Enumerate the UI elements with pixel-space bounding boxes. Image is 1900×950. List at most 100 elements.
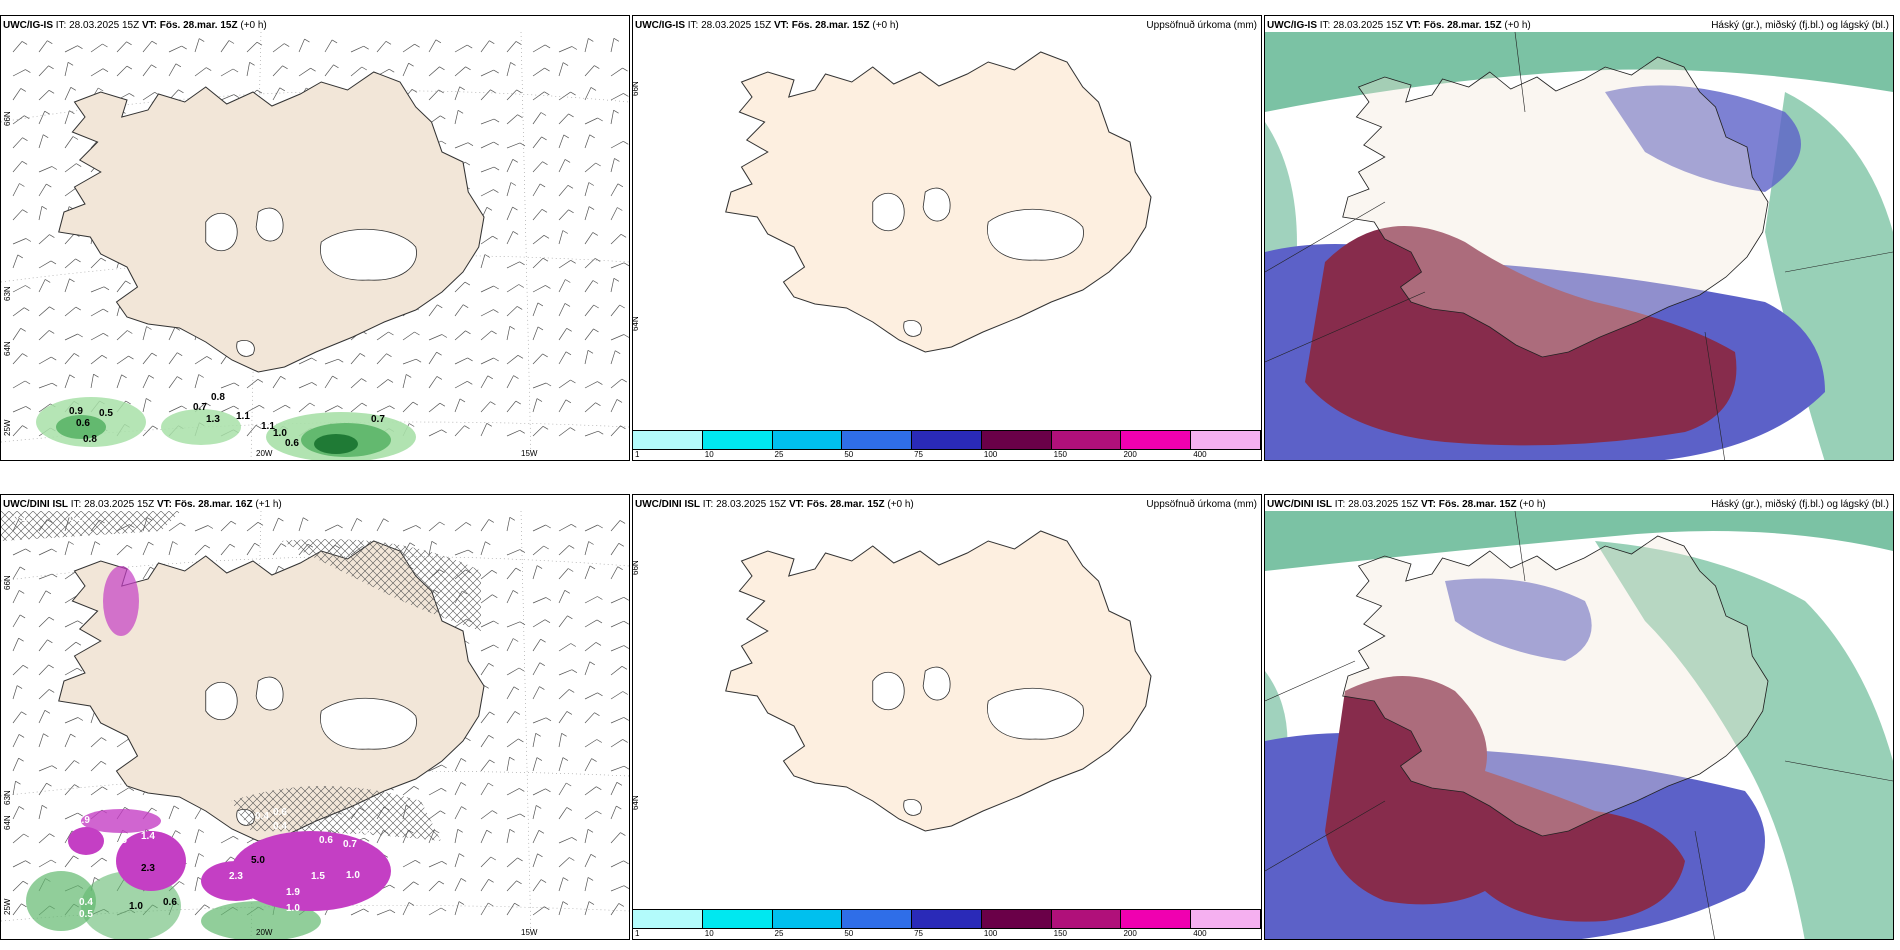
wind-barb-flag	[616, 781, 623, 786]
wind-barb-flag	[337, 524, 343, 529]
wind-barb-flag	[44, 709, 51, 714]
colorbar-swatch	[912, 910, 982, 928]
wind-barb-flag	[596, 786, 602, 791]
wind-barb	[532, 426, 544, 437]
it-label: IT:	[1319, 20, 1331, 31]
wind-barb	[194, 525, 209, 532]
wind-barb-flag	[564, 159, 571, 163]
wind-barb	[12, 307, 25, 317]
wind-barb-flag	[278, 517, 284, 522]
precip-value: 0.8	[211, 392, 225, 403]
wind-barb-flag	[588, 541, 594, 545]
map-canvas	[1, 511, 629, 939]
wind-barb	[298, 357, 312, 365]
model-name: UWC/DINI ISL	[635, 499, 700, 510]
wind-barb	[246, 522, 259, 532]
precip-value: 0.7	[193, 402, 207, 413]
it-label: IT:	[70, 499, 82, 510]
colorbar-swatch	[1121, 910, 1192, 928]
precip-value: 0.1	[13, 513, 27, 524]
wind-barb	[558, 807, 568, 820]
wind-barb	[480, 309, 494, 317]
wind-barb-flag	[19, 566, 26, 571]
wind-barb-flag	[198, 829, 204, 833]
wind-barb	[558, 643, 571, 652]
wind-barb-flag	[544, 91, 550, 96]
colorbar-tick-label: 200	[1123, 450, 1137, 459]
wind-barb-flag	[519, 429, 525, 434]
it-value: 28.03.2025 15Z	[716, 499, 787, 510]
wind-barb	[168, 405, 182, 413]
wind-barb	[480, 118, 495, 125]
wind-barb-flag	[493, 620, 499, 625]
wind-barb	[64, 667, 78, 676]
wind-barb	[480, 189, 494, 197]
wind-barb	[12, 833, 24, 844]
wind-barb-flag	[18, 734, 25, 738]
wind-barb	[610, 234, 622, 245]
wind-barb	[194, 38, 200, 53]
wind-barb-flag	[18, 637, 24, 642]
wind-barb	[584, 619, 598, 628]
wind-barb	[90, 68, 104, 77]
wind-barb-flag	[24, 115, 30, 120]
wind-barb-flag	[125, 280, 131, 285]
wind-barb	[506, 261, 520, 269]
wind-barb-flag	[25, 548, 31, 553]
wind-barb-flag	[439, 402, 446, 407]
wind-barb-flag	[517, 306, 523, 310]
wind-barb-flag	[566, 327, 572, 332]
wind-barb	[142, 425, 153, 437]
wind-barb-flag	[568, 209, 574, 214]
wind-barb	[506, 638, 514, 652]
wind-barb-flag	[311, 357, 317, 362]
wind-barb-flag	[19, 614, 26, 619]
panel-wind-precip-dini: UWC/DINI ISL IT: 28.03.2025 15Z VT: Fös.…	[0, 494, 630, 940]
wind-barb-flag	[588, 38, 594, 42]
wind-barb-flag	[570, 427, 576, 431]
wind-barb-flag	[102, 43, 108, 48]
wind-barb	[12, 161, 23, 173]
wind-barb	[38, 65, 49, 77]
wind-barb-flag	[101, 737, 107, 741]
wind-barb	[558, 523, 572, 532]
model-name: UWC/IG-IS	[635, 20, 685, 31]
wind-barb	[142, 398, 147, 413]
colorbar-tick-label: 75	[914, 450, 924, 459]
wind-barb	[12, 665, 24, 676]
wind-barb	[142, 326, 147, 341]
wind-barb-flag	[542, 425, 549, 430]
wind-barb	[506, 429, 520, 437]
colorbar-ticks: 1 10 25 50 75 100 150 200 400	[633, 450, 1261, 460]
wind-barb-flag	[519, 142, 526, 147]
wind-barb	[532, 757, 538, 772]
wind-barb	[12, 115, 25, 125]
wind-barb	[142, 64, 152, 77]
wind-barb-flag	[310, 67, 316, 72]
wind-barb-flag	[565, 399, 572, 404]
precip-value: 0.7	[371, 414, 385, 425]
wind-barb-flag	[24, 380, 31, 385]
wind-barb	[532, 326, 539, 341]
wind-barb	[38, 733, 44, 748]
wind-barb	[64, 595, 78, 604]
wind-barb-flag	[565, 351, 572, 356]
wind-barb-flag	[515, 400, 521, 405]
wind-barb-flag	[389, 68, 395, 73]
panel-field-title: Uppsöfnuð úrkoma (mm)	[1146, 20, 1257, 31]
wind-barb	[532, 788, 546, 796]
wind-barb-flag	[493, 644, 499, 649]
wind-barb-flag	[51, 548, 57, 553]
wind-barb-flag	[493, 357, 499, 362]
colorbar-swatch	[772, 910, 843, 928]
wind-barb	[558, 568, 569, 580]
wind-barb-flag	[198, 374, 204, 378]
wind-barb	[506, 355, 519, 365]
wind-barb-flag	[509, 828, 515, 833]
wind-barb	[558, 669, 573, 676]
wind-barb-flag	[597, 381, 603, 385]
colorbar-tick-label: 50	[844, 450, 854, 459]
wind-barb	[116, 545, 128, 556]
wind-barb-flag	[49, 234, 55, 238]
wind-barb	[168, 352, 178, 365]
